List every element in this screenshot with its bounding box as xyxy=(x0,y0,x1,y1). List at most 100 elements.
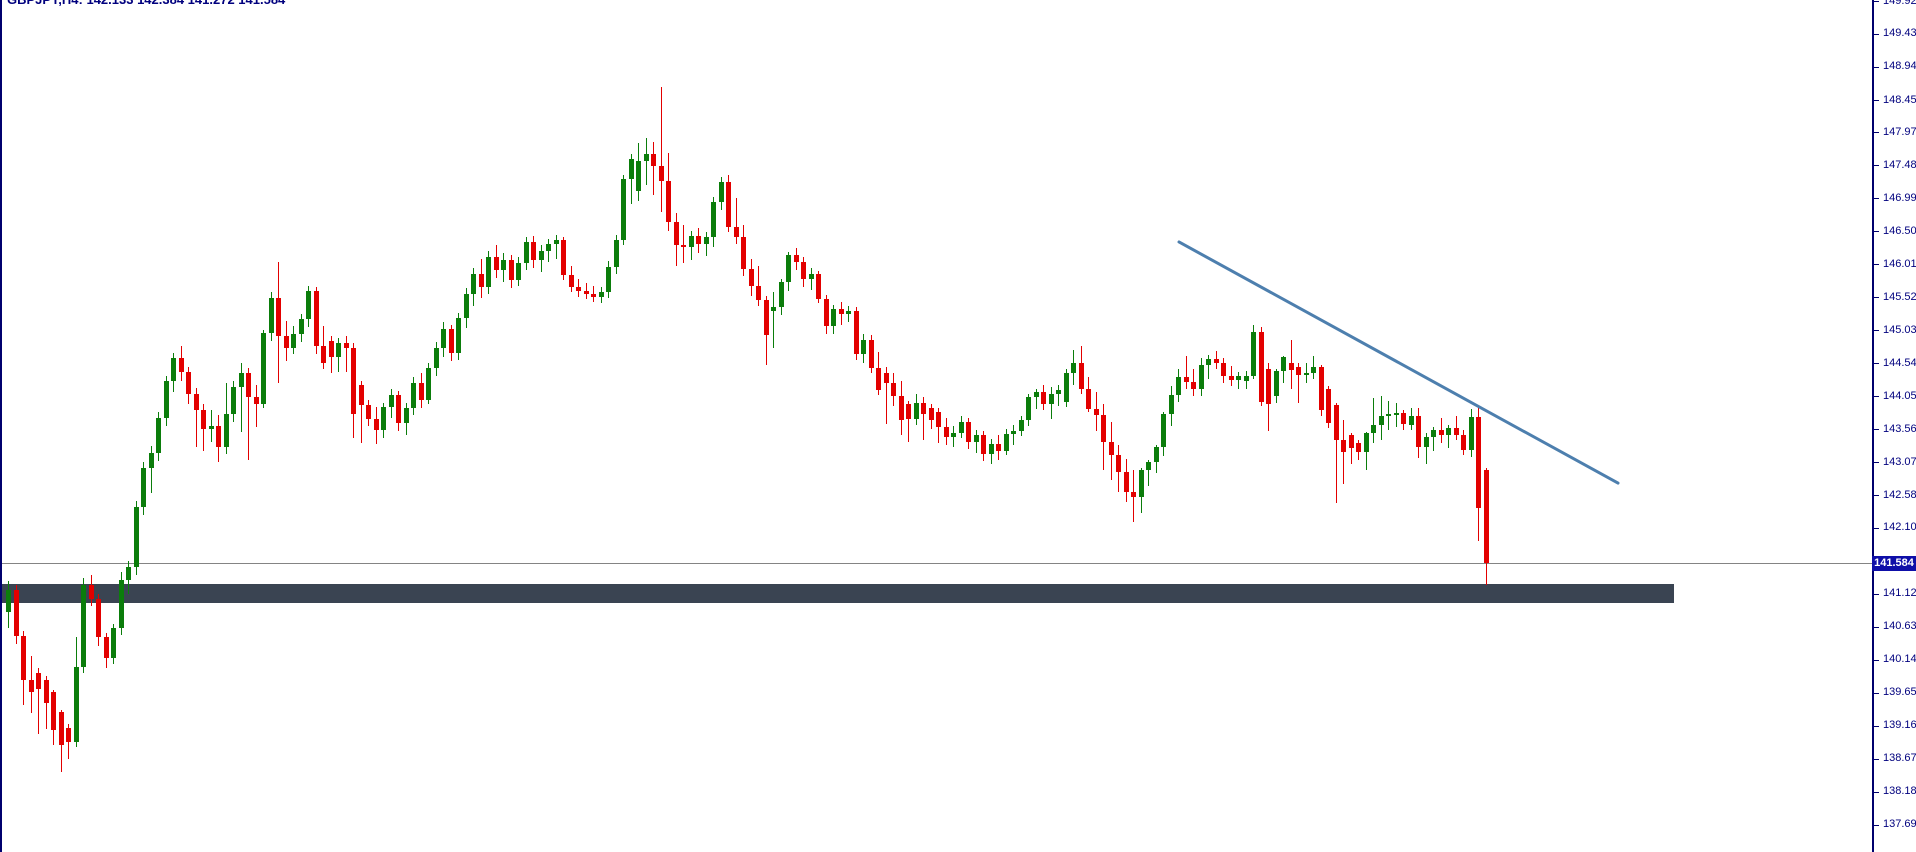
candle-bullish xyxy=(231,386,236,414)
candle-bullish xyxy=(171,357,176,382)
candle-bearish xyxy=(1341,440,1346,453)
candle-bullish xyxy=(1026,396,1031,421)
axis-tick-label: 146.990 xyxy=(1883,191,1916,204)
candle-bullish xyxy=(1056,390,1061,394)
axis-tick-label: 139.160 xyxy=(1883,719,1916,732)
candle-bullish xyxy=(298,319,304,335)
candle-bullish xyxy=(1018,420,1024,432)
candle-bearish xyxy=(313,291,319,347)
candle-bullish xyxy=(771,307,776,312)
candle-wick xyxy=(593,285,594,302)
candle-bullish xyxy=(606,266,611,293)
axis-tick-label: 146.010 xyxy=(1883,257,1916,270)
candle-bullish xyxy=(501,260,506,270)
candle-bearish xyxy=(696,235,701,244)
candle-bearish xyxy=(1213,359,1219,363)
candle-bearish xyxy=(13,590,19,636)
candle-bearish xyxy=(883,373,889,384)
candle-bearish xyxy=(1333,404,1339,440)
axis-tick-mark xyxy=(1872,758,1879,760)
candle-wick xyxy=(1395,402,1397,427)
candle-bearish xyxy=(1296,366,1301,375)
chart-left-border xyxy=(0,0,2,852)
candle-wick xyxy=(653,141,654,195)
candle-bullish xyxy=(163,381,169,418)
candle-bearish xyxy=(1288,362,1294,370)
candle-bullish xyxy=(1146,462,1151,471)
current-price-label: 141.584 xyxy=(1872,555,1916,571)
candle-bullish xyxy=(156,417,161,453)
candle-bullish xyxy=(711,202,716,238)
candle-bearish xyxy=(763,299,769,335)
candle-bullish xyxy=(441,328,446,348)
candle-bullish xyxy=(1281,357,1286,372)
candle-bearish xyxy=(1266,369,1271,405)
axis-tick-mark xyxy=(1872,527,1879,529)
support-zone-rectangle[interactable] xyxy=(2,584,1674,603)
candle-bullish xyxy=(1273,371,1279,397)
candle-bearish xyxy=(1078,363,1084,389)
candle-bearish xyxy=(1438,429,1444,435)
axis-tick-mark xyxy=(1872,396,1879,398)
axis-tick-mark xyxy=(1872,791,1879,793)
candle-bearish xyxy=(328,340,334,358)
axis-tick-mark xyxy=(1872,725,1879,727)
candle-bearish xyxy=(478,273,484,288)
axis-tick-label: 139.650 xyxy=(1883,686,1916,699)
candle-bearish xyxy=(1453,427,1459,436)
candle-bearish xyxy=(1108,442,1114,455)
axis-tick-mark xyxy=(1872,495,1879,497)
candle-bullish xyxy=(208,425,214,429)
candle-bearish xyxy=(658,165,664,182)
candle-bullish xyxy=(516,262,521,281)
candle-wick xyxy=(1058,385,1059,406)
axis-tick-mark xyxy=(1872,659,1879,661)
candle-bearish xyxy=(493,257,499,270)
candle-bullish xyxy=(951,432,956,438)
axis-tick-label: 148.940 xyxy=(1883,60,1916,73)
candle-bearish xyxy=(51,691,56,731)
candle-bearish xyxy=(343,343,349,348)
candle-bearish xyxy=(801,262,806,279)
candle-bullish xyxy=(703,237,709,244)
candle-bearish xyxy=(246,373,251,397)
candle-bearish xyxy=(216,425,221,448)
candle-bullish xyxy=(388,394,394,407)
candle-bullish xyxy=(1446,427,1451,435)
chart-canvas[interactable] xyxy=(0,0,1872,852)
candle-bullish xyxy=(1311,367,1316,373)
candle-bearish xyxy=(66,728,71,743)
candle-bullish xyxy=(1198,365,1204,389)
candle-bullish xyxy=(643,154,649,162)
candle-bearish xyxy=(576,287,581,292)
axis-tick-label: 147.970 xyxy=(1883,125,1916,138)
candle-bearish xyxy=(1416,416,1421,447)
candle-wick xyxy=(908,400,909,442)
candle-wick xyxy=(885,367,887,424)
candle-wick xyxy=(345,336,347,372)
candle-bearish xyxy=(1258,332,1264,402)
candle-bullish xyxy=(973,435,979,443)
axis-tick-label: 149.430 xyxy=(1883,27,1916,40)
candle-bearish xyxy=(103,637,109,658)
candle-bullish xyxy=(1236,376,1241,381)
candle-bearish xyxy=(1093,409,1099,416)
axis-tick-label: 137.690 xyxy=(1883,818,1916,831)
candle-bearish xyxy=(733,227,739,238)
candle-bullish xyxy=(538,250,544,261)
candle-bullish xyxy=(988,444,994,455)
candle-bearish xyxy=(1123,472,1129,492)
axis-tick-label: 142.100 xyxy=(1883,521,1916,534)
candle-bearish xyxy=(1183,376,1189,383)
candle-bearish xyxy=(1318,367,1324,410)
candle-bullish xyxy=(621,179,626,240)
candle-bullish xyxy=(463,293,469,319)
candle-bullish xyxy=(1048,393,1054,404)
candle-bullish xyxy=(1431,429,1436,438)
candle-bearish xyxy=(928,407,934,421)
candle-bearish xyxy=(966,421,971,443)
candle-wick xyxy=(195,388,197,448)
candle-bearish xyxy=(561,239,566,275)
candle-bullish xyxy=(778,282,784,308)
